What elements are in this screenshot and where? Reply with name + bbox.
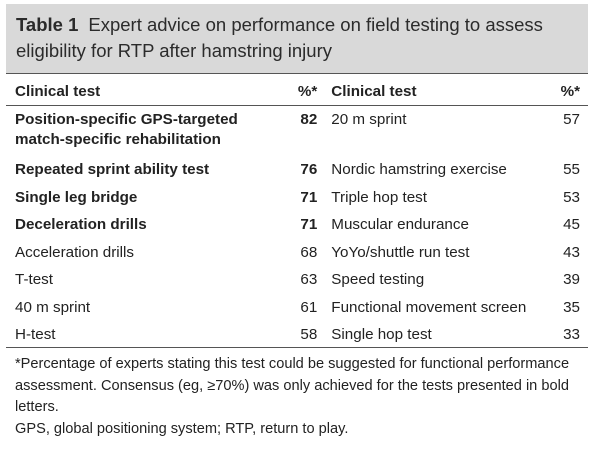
percent-right-cell: 35: [550, 294, 588, 322]
header-percent-2: %*: [560, 82, 580, 100]
clinical-tests-table: Clinical test %* Clinical test %* Positi…: [6, 73, 588, 347]
table-row: Deceleration drills 71 Muscular endurance 4…: [6, 211, 588, 239]
clinical-test-right-cell: YoYo/shuttle run test: [331, 239, 550, 267]
clinical-test-left-cell: 40 m sprint: [6, 294, 276, 322]
clinical-test-right-cell: Single hop test: [331, 321, 550, 347]
percent-right: 33: [563, 326, 580, 343]
clinical-test-left-cell: Deceleration drills: [6, 211, 276, 239]
clinical-test-right-cell: 20 m sprint: [331, 106, 550, 157]
percent-left: 63: [300, 271, 318, 288]
percent-left-cell: 68: [276, 239, 332, 267]
percent-left-cell: 82: [276, 106, 332, 157]
clinical-test-left: H-test: [15, 326, 56, 343]
table-row: Single leg bridge 71 Triple hop test 53: [6, 184, 588, 212]
percent-left-cell: 58: [276, 321, 332, 347]
clinical-test-right-cell: Speed testing: [331, 266, 550, 294]
percent-left: 68: [300, 243, 318, 261]
table-1: Table 1 Expert advice on performance on f…: [6, 4, 588, 440]
percent-right: 53: [563, 188, 580, 206]
clinical-test-right-cell: Functional movement screen: [331, 294, 550, 322]
clinical-test-right-cell: Muscular endurance: [331, 211, 550, 239]
table-caption: Table 1 Expert advice on performance on f…: [6, 4, 588, 73]
clinical-test-right: Single hop test: [331, 326, 432, 343]
percent-left: 76: [300, 161, 318, 178]
percent-left-cell: 61: [276, 294, 332, 322]
header-percent-1: %*: [297, 82, 318, 100]
clinical-test-left: Repeated sprint ability test: [15, 161, 210, 178]
clinical-test-left-cell: Acceleration drills: [6, 239, 276, 267]
percent-left: 71: [300, 188, 318, 206]
clinical-test-right: Triple hop test: [331, 188, 427, 206]
clinical-test-left-cell: Repeated sprint ability test: [6, 156, 276, 184]
percent-left-cell: 63: [276, 266, 332, 294]
table-row: 40 m sprint 61 Functional movement screen 3…: [6, 294, 588, 322]
percent-left: 58: [300, 326, 318, 343]
table-row: Repeated sprint ability test 76 Nordic ham…: [6, 156, 588, 184]
clinical-test-left-cell: Position-specific GPS-targeted match-spe…: [6, 106, 276, 157]
clinical-test-right-cell: Triple hop test: [331, 184, 550, 212]
percent-left-cell: 71: [276, 184, 332, 212]
percent-right: 43: [563, 243, 580, 261]
footnote-consensus: *Percentage of experts stating this test…: [15, 356, 570, 415]
clinical-test-left: Position-specific GPS-targeted match-spe…: [15, 111, 238, 148]
clinical-test-right: Speed testing: [331, 271, 425, 288]
percent-left: 61: [300, 298, 318, 316]
percent-left: 82: [300, 111, 318, 128]
percent-right-cell: 55: [550, 156, 588, 184]
percent-left-cell: 71: [276, 211, 332, 239]
percent-right: 55: [563, 161, 580, 178]
percent-right-cell: 45: [550, 211, 588, 239]
percent-right: 39: [563, 271, 580, 288]
clinical-test-left: 40 m sprint: [15, 298, 91, 316]
percent-right: 35: [563, 298, 580, 316]
table-row: H-test 58 Single hop test 33: [6, 321, 588, 347]
percent-right: 57: [563, 111, 580, 128]
clinical-test-right: Nordic hamstring exercise: [331, 161, 507, 178]
clinical-test-left-cell: T-test: [6, 266, 276, 294]
clinical-test-left: Acceleration drills: [15, 243, 135, 261]
percent-right-cell: 53: [550, 184, 588, 212]
percent-right-cell: 39: [550, 266, 588, 294]
table-row: Acceleration drills 68 YoYo/shuttle run te…: [6, 239, 588, 267]
clinical-test-left: Deceleration drills: [15, 216, 147, 233]
percent-right-cell: 43: [550, 239, 588, 267]
table-row: T-test 63 Speed testing 39: [6, 266, 588, 294]
clinical-test-right: YoYo/shuttle run test: [331, 243, 470, 261]
footnote-abbreviations: GPS, global positioning system; RTP, ret…: [15, 420, 349, 437]
percent-right: 45: [563, 216, 580, 233]
table-label: Table 1: [16, 14, 79, 35]
header-row: Clinical test %* Clinical test %*: [6, 73, 588, 106]
percent-right-cell: 57: [550, 106, 588, 157]
clinical-test-left: Single leg bridge: [15, 188, 138, 206]
table-row: Position-specific GPS-targeted match-spe…: [6, 106, 588, 157]
clinical-test-left: T-test: [15, 271, 53, 288]
table-footnotes: *Percentage of experts stating this test…: [6, 347, 588, 440]
header-clinical-test-1: Clinical test: [15, 82, 101, 100]
clinical-test-right: Functional movement screen: [331, 298, 527, 316]
clinical-test-right-cell: Nordic hamstring exercise: [331, 156, 550, 184]
percent-left: 71: [300, 216, 318, 233]
clinical-test-left-cell: Single leg bridge: [6, 184, 276, 212]
clinical-test-right: Muscular endurance: [331, 216, 469, 233]
clinical-test-left-cell: H-test: [6, 321, 276, 347]
clinical-test-right: 20 m sprint: [331, 111, 407, 128]
percent-right-cell: 33: [550, 321, 588, 347]
header-clinical-test-2: Clinical test: [331, 82, 417, 100]
percent-left-cell: 76: [276, 156, 332, 184]
table-title: Expert advice on performance on field te…: [16, 14, 543, 61]
